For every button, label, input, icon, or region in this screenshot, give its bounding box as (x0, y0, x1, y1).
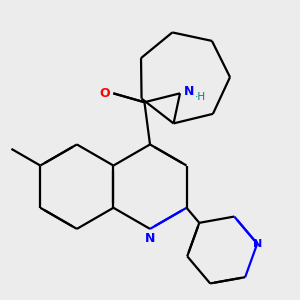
Text: N: N (184, 85, 194, 98)
Text: ·H: ·H (194, 92, 206, 102)
Text: N: N (253, 239, 262, 249)
Text: O: O (99, 87, 110, 100)
Text: N: N (145, 232, 155, 245)
